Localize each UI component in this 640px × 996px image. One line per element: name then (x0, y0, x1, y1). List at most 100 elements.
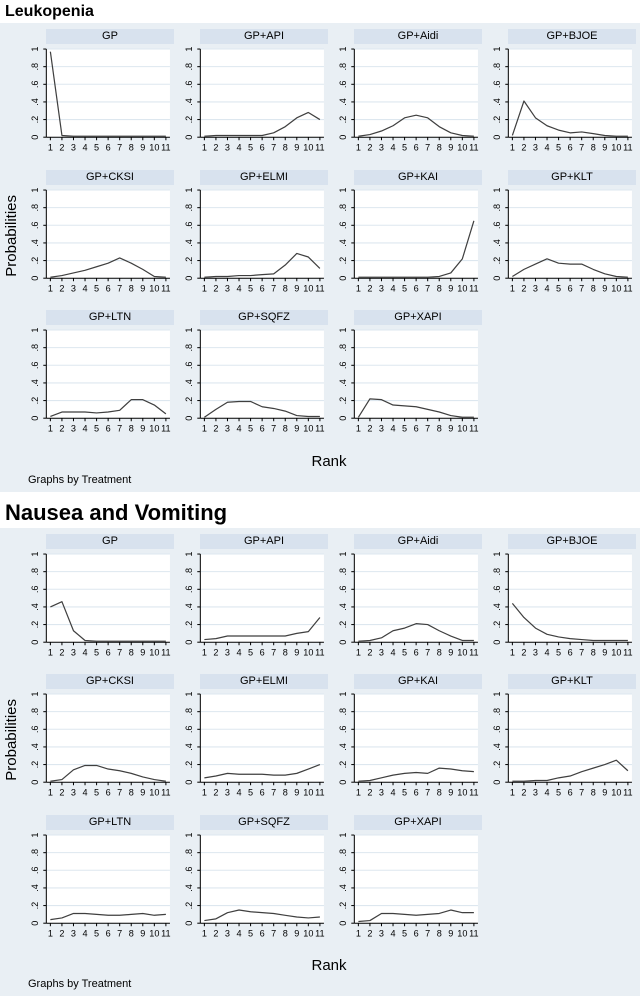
panel-nausea-gp-bjoe: GP+BJOE 0.2.4.6.8 1 1 2 3 4 5 6 7 8 9 10 11 (484, 533, 636, 667)
svg-text:1: 1 (510, 283, 515, 293)
svg-text:2: 2 (521, 283, 526, 293)
svg-text:10: 10 (149, 283, 159, 293)
svg-text:0: 0 (492, 275, 502, 280)
svg-text:.2: .2 (30, 116, 40, 124)
svg-text:0: 0 (184, 639, 194, 644)
svg-text:0: 0 (30, 639, 40, 644)
svg-text:1: 1 (184, 551, 194, 556)
svg-text:10: 10 (611, 283, 621, 293)
svg-text:.2: .2 (492, 256, 502, 264)
empty-cell (484, 310, 636, 443)
panel-title: GP+KAI (354, 169, 482, 185)
svg-text:.6: .6 (492, 726, 502, 734)
svg-text:1: 1 (48, 142, 53, 152)
svg-text:3: 3 (71, 787, 76, 797)
svg-text:8: 8 (591, 647, 596, 657)
svg-text:.2: .2 (492, 116, 502, 124)
panel-title: GP (46, 29, 174, 44)
svg-text:10: 10 (149, 142, 159, 152)
svg-text:3: 3 (71, 283, 76, 293)
svg-text:.6: .6 (184, 221, 194, 229)
svg-text:8: 8 (129, 647, 134, 657)
svg-text:1: 1 (184, 187, 194, 192)
svg-text:6: 6 (568, 142, 573, 152)
svg-text:1: 1 (338, 692, 348, 697)
svg-text:0: 0 (338, 920, 348, 925)
svg-text:0: 0 (184, 780, 194, 785)
svg-text:0: 0 (184, 135, 194, 140)
svg-text:4: 4 (544, 142, 549, 152)
svg-text:1: 1 (48, 423, 53, 433)
figure-note: Graphs by Treatment (28, 978, 132, 991)
svg-text:1: 1 (356, 928, 361, 938)
svg-text:4: 4 (236, 787, 241, 797)
svg-text:3: 3 (225, 928, 230, 938)
svg-text:0: 0 (338, 135, 348, 140)
svg-text:2: 2 (213, 928, 218, 938)
svg-text:3: 3 (379, 647, 384, 657)
svg-text:.4: .4 (338, 239, 348, 247)
svg-text:6: 6 (260, 142, 265, 152)
svg-text:8: 8 (437, 142, 442, 152)
panel-title: GP+BJOE (508, 29, 636, 44)
svg-text:11: 11 (315, 647, 324, 657)
svg-text:6: 6 (414, 787, 419, 797)
svg-text:1: 1 (510, 647, 515, 657)
svg-text:9: 9 (602, 647, 607, 657)
svg-text:0: 0 (30, 416, 40, 421)
svg-text:7: 7 (579, 787, 584, 797)
svg-text:9: 9 (294, 928, 299, 938)
svg-text:2: 2 (367, 283, 372, 293)
svg-text:1: 1 (184, 328, 194, 333)
line-chart: 0.2.4.6.811 2 3 4 5 6 7 8 9 10 11 (30, 187, 170, 293)
svg-text:.8: .8 (338, 203, 348, 211)
svg-text:7: 7 (425, 142, 430, 152)
svg-text:7: 7 (117, 787, 122, 797)
svg-text:9: 9 (448, 283, 453, 293)
panel-title: GP+LTN (46, 310, 174, 326)
svg-text:1: 1 (202, 647, 207, 657)
panel-title: GP+LTN (46, 814, 174, 830)
figure-nausea: Probabilities GP 0.2.4.6.8 1 1 2 3 4 5 6 7 8 9 10 11… (0, 527, 640, 996)
svg-text:.4: .4 (338, 379, 348, 387)
svg-text:0: 0 (492, 780, 502, 785)
svg-text:.6: .6 (492, 585, 502, 593)
svg-text:1: 1 (492, 47, 502, 52)
svg-text:.8: .8 (184, 63, 194, 71)
svg-text:9: 9 (140, 142, 145, 152)
svg-text:6: 6 (260, 423, 265, 433)
svg-text:6: 6 (260, 928, 265, 938)
svg-text:4: 4 (82, 283, 87, 293)
svg-text:8: 8 (129, 283, 134, 293)
svg-text:.4: .4 (30, 603, 40, 611)
svg-text:.2: .2 (492, 761, 502, 769)
svg-text:6: 6 (414, 647, 419, 657)
y-axis-label: Probabilities (2, 194, 20, 277)
svg-text:8: 8 (283, 787, 288, 797)
svg-text:4: 4 (82, 647, 87, 657)
svg-text:6: 6 (106, 142, 111, 152)
svg-text:11: 11 (469, 647, 478, 657)
svg-text:.2: .2 (30, 761, 40, 769)
svg-text:2: 2 (213, 283, 218, 293)
svg-text:11: 11 (469, 423, 478, 433)
svg-text:.4: .4 (492, 98, 502, 106)
svg-text:1: 1 (338, 328, 348, 333)
svg-text:1: 1 (338, 832, 348, 837)
svg-text:7: 7 (117, 647, 122, 657)
panel-nausea-gp-kai: GP+KAI 0.2.4.6.8 1 1 2 3 4 5 6 7 8 9 10 11 (330, 674, 482, 807)
svg-text:8: 8 (283, 647, 288, 657)
svg-text:.4: .4 (30, 379, 40, 387)
svg-text:8: 8 (283, 283, 288, 293)
panel-leukopenia-gp: GP 0.2.4.6.8 1 1 2 3 4 5 6 7 8 9 10 11 (22, 29, 174, 162)
svg-text:1: 1 (30, 187, 40, 192)
svg-text:4: 4 (390, 423, 395, 433)
svg-text:.8: .8 (184, 203, 194, 211)
svg-text:1: 1 (510, 142, 515, 152)
svg-text:.8: .8 (30, 708, 40, 716)
svg-text:0: 0 (30, 275, 40, 280)
svg-text:0: 0 (338, 416, 348, 421)
svg-text:.4: .4 (30, 743, 40, 751)
svg-text:5: 5 (402, 142, 407, 152)
svg-text:11: 11 (469, 283, 478, 293)
